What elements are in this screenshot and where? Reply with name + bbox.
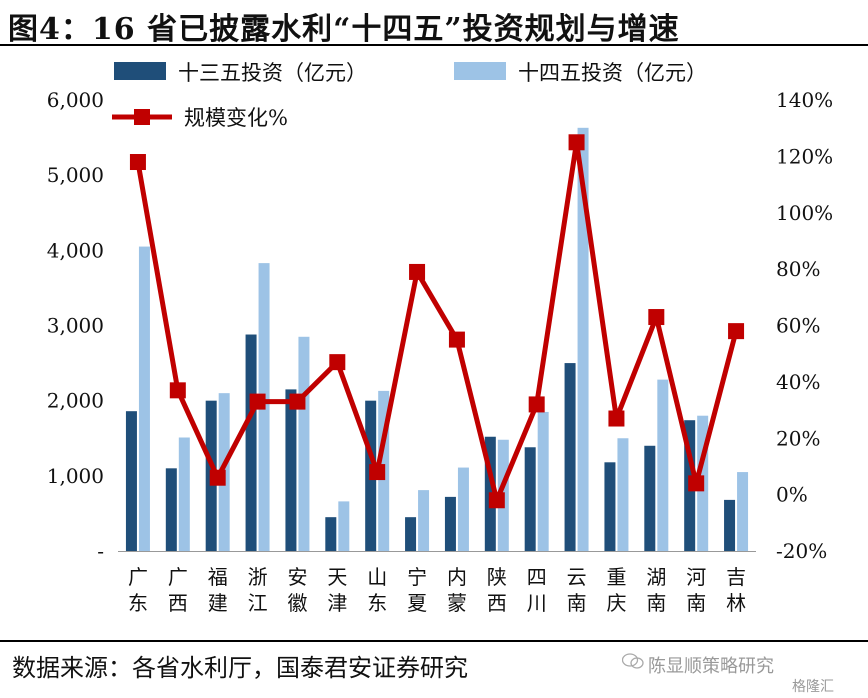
y-left-tick-label: 3,000	[47, 314, 104, 338]
bar-shisiwu	[537, 411, 549, 551]
bar-shisanwu	[604, 462, 616, 551]
y-right-tick-label: 20%	[776, 426, 820, 450]
legend-swatch-shisiwu	[454, 62, 506, 80]
y-right-tick-label: 100%	[776, 201, 833, 225]
change-line	[135, 139, 739, 503]
y-right-tick-label: 120%	[776, 144, 833, 168]
change-marker	[568, 134, 585, 151]
source-rule	[0, 640, 868, 642]
y-right-tick-label: -20%	[776, 539, 827, 563]
x-category-label: 宁夏	[407, 565, 427, 615]
legend-label-change: 规模变化%	[184, 106, 288, 130]
change-marker	[329, 354, 346, 371]
change-marker	[688, 475, 705, 492]
change-marker	[728, 323, 745, 340]
x-category-label: 河南	[686, 565, 706, 615]
bar-shisiwu	[737, 472, 749, 551]
y-left-tick-label: 6,000	[47, 88, 104, 112]
legend: 十三五投资（亿元） 十四五投资（亿元） 规模变化%	[112, 61, 707, 130]
change-marker	[369, 464, 386, 481]
line-series	[129, 134, 745, 509]
x-category-label: 重庆	[606, 565, 626, 615]
bar-series	[125, 127, 749, 551]
bar-shisanwu	[444, 496, 456, 551]
bar-shisiwu	[298, 336, 310, 551]
bar-shisanwu	[644, 445, 656, 551]
bar-shisanwu	[165, 468, 177, 551]
x-category-label: 内蒙	[447, 565, 467, 615]
y-axis-right: -20% 0% 20% 40% 60% 80% 100% 120% 140%	[776, 88, 833, 563]
legend-marker-change	[134, 109, 150, 125]
bar-shisiwu	[338, 501, 350, 551]
y-left-tick-label: 1,000	[47, 464, 104, 488]
bar-shisanwu	[285, 389, 297, 551]
x-category-label: 湖南	[646, 565, 666, 615]
bar-shisiwu	[577, 127, 589, 551]
bar-shisiwu	[617, 438, 629, 551]
chart-area: 十三五投资（亿元） 十四五投资（亿元） 规模变化% - 1,000 2,000 3,000…	[47, 61, 833, 615]
y-right-tick-label: 0%	[776, 483, 808, 507]
legend-label-shisanwu: 十三五投资（亿元）	[178, 61, 367, 85]
legend-label-shisiwu: 十四五投资（亿元）	[518, 61, 707, 85]
x-category-label: 陕西	[487, 565, 507, 615]
change-marker	[289, 393, 306, 410]
bar-shisanwu	[524, 447, 536, 551]
chart-title: 图4：16 省已披露水利“十四五”投资规划与增速	[8, 12, 680, 47]
y-right-tick-label: 140%	[776, 88, 833, 112]
source-note: 数据来源：各省水利厅，国泰君安证券研究	[12, 654, 468, 682]
bar-shisiwu	[418, 490, 430, 551]
x-category-label: 四川	[527, 565, 547, 615]
x-category-label: 安徽	[287, 565, 307, 615]
title-rule	[0, 44, 868, 46]
bar-shisiwu	[138, 246, 150, 551]
x-category-label: 云南	[567, 565, 587, 615]
bar-shisanwu	[245, 334, 257, 551]
bar-shisiwu	[178, 437, 190, 551]
bar-shisiwu	[457, 467, 469, 551]
y-axis-left: - 1,000 2,000 3,000 4,000 5,000 6,000	[47, 88, 104, 563]
bar-shisanwu	[125, 411, 137, 551]
change-marker	[648, 309, 665, 326]
change-marker	[209, 469, 226, 486]
change-marker	[448, 331, 465, 348]
change-marker	[608, 410, 625, 427]
change-marker	[528, 396, 545, 413]
watermark-text: 陈显顺策略研究	[648, 656, 774, 677]
y-left-tick-label: 4,000	[47, 238, 104, 262]
bar-shisanwu	[405, 517, 417, 551]
legend-swatch-shisanwu	[114, 62, 166, 80]
bar-shisanwu	[724, 499, 736, 551]
x-category-label: 山东	[367, 565, 387, 615]
watermark-logo: 格隆汇	[792, 679, 834, 695]
x-category-label: 广西	[168, 565, 188, 615]
change-marker	[249, 393, 266, 410]
x-category-label: 吉林	[726, 565, 746, 615]
change-marker	[488, 492, 505, 509]
x-category-label: 福建	[208, 565, 228, 615]
y-right-tick-label: 40%	[776, 370, 820, 394]
y-left-tick-label: 5,000	[47, 163, 104, 187]
y-left-tick-label: 2,000	[47, 389, 104, 413]
change-marker	[409, 263, 426, 280]
x-category-label: 天津	[327, 565, 347, 615]
bar-shisanwu	[325, 517, 337, 551]
y-right-tick-label: 60%	[776, 314, 820, 338]
x-category-label: 广东	[128, 565, 148, 615]
x-category-label: 浙江	[248, 565, 268, 615]
change-marker	[169, 382, 186, 399]
y-left-tick-label: -	[97, 539, 104, 563]
bar-shisanwu	[564, 363, 576, 551]
change-marker	[129, 154, 146, 171]
wechat-icon	[622, 653, 644, 669]
bar-shisiwu	[657, 379, 669, 551]
y-right-tick-label: 80%	[776, 257, 820, 281]
